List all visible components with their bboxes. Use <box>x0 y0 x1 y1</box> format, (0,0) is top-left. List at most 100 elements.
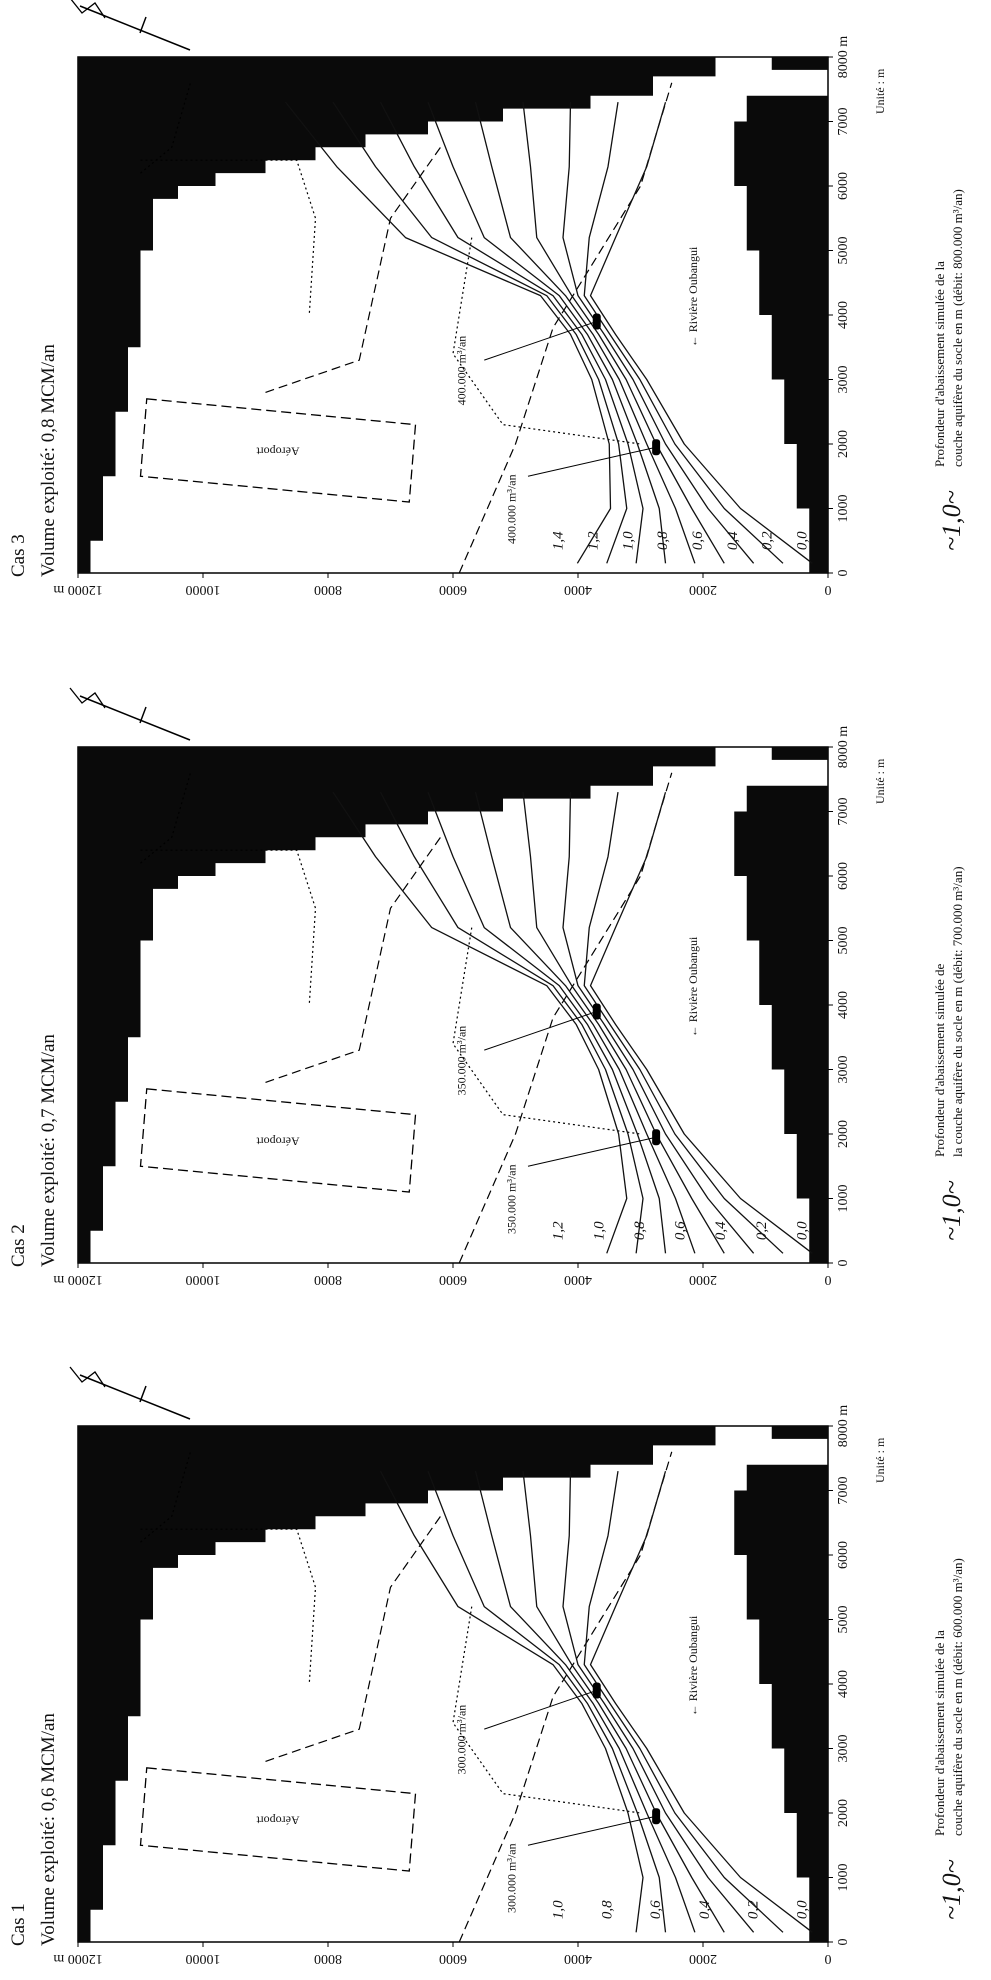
contour-line <box>379 101 644 564</box>
x-tick-label: 2000 <box>836 1120 851 1148</box>
well-marker <box>652 1808 661 1825</box>
contour-line <box>284 101 612 564</box>
y-tick-label: 2000 <box>689 1272 717 1287</box>
y-tick-label: 12000 m <box>53 582 103 597</box>
contour-line <box>589 1470 813 1933</box>
well-leader <box>527 446 657 477</box>
x-tick-label: 2000 <box>836 430 851 458</box>
legend-text: Profondeur d'abaissement simulée de <box>932 963 947 1157</box>
airport-label: Aéroport <box>256 1814 300 1828</box>
y-tick-label: 0 <box>825 582 832 597</box>
contour-label: 0,8 <box>655 531 671 550</box>
x-tick-label: 5000 <box>836 927 851 955</box>
well-label: 350.000 m³/an <box>505 1164 519 1234</box>
y-tick-label: 12000 m <box>53 1272 103 1287</box>
contour-label: 0,2 <box>760 531 776 550</box>
contour-line <box>379 1470 644 1933</box>
airport-label: Aéroport <box>256 1135 300 1149</box>
y-tick-label: 6000 <box>439 1272 467 1287</box>
legend-symbol: ~1,0~ <box>937 1859 966 1920</box>
north-arrow <box>79 5 191 51</box>
legend-symbol: ~1,0~ <box>937 1180 966 1241</box>
well-label: 300.000 m³/an <box>455 1705 469 1775</box>
contour-label: 0,6 <box>648 1900 664 1919</box>
well-leader <box>484 1010 597 1051</box>
contour-label: 1,2 <box>551 1221 567 1240</box>
contour-label: 1,0 <box>620 531 636 550</box>
y-tick-label: 4000 <box>564 582 592 597</box>
north-arrow-head <box>69 1366 106 1388</box>
y-tick-label: 10000 <box>186 1272 221 1287</box>
well-leader <box>484 320 597 361</box>
inactive-zone <box>78 1426 716 1942</box>
inactive-zone <box>771 747 828 760</box>
contour-line <box>427 1470 667 1933</box>
boundary-dotted <box>140 772 192 864</box>
x-tick-label: 3000 <box>836 1056 851 1084</box>
contour-label: 0,4 <box>697 1900 713 1919</box>
volume-title: Volume exploité: 0,6 MCM/an <box>38 1713 59 1946</box>
y-tick-label: 2000 <box>689 1951 717 1966</box>
contour-line <box>474 101 696 564</box>
contour-line <box>379 791 644 1254</box>
y-tick-label: 0 <box>825 1272 832 1287</box>
boundary-dotted <box>140 82 192 174</box>
river-label: ← Rivière Oubangui <box>686 936 700 1037</box>
x-tick-label: 7000 <box>836 798 851 826</box>
legend-text: Profondeur d'abaissement simulée de la <box>932 1630 947 1836</box>
y-tick-label: 10000 <box>186 1951 221 1966</box>
x-tick-label: 4000 <box>836 991 851 1019</box>
contour-line <box>583 1471 784 1933</box>
x-tick-label: 6000 <box>836 172 851 200</box>
contour-label: 1,0 <box>551 1900 567 1919</box>
contour-label: 0,8 <box>599 1900 615 1919</box>
unit-label: Unité : m <box>873 758 887 804</box>
boundary-dotted <box>140 159 317 316</box>
x-tick-label: 0 <box>836 570 851 577</box>
contour-line <box>332 791 628 1254</box>
contour-label: 0,0 <box>794 531 810 550</box>
north-arrow-tick <box>139 706 147 724</box>
y-tick-label: 4000 <box>564 1272 592 1287</box>
north-arrow-tick <box>139 16 147 34</box>
contour-label: 1,2 <box>586 531 602 550</box>
y-tick-label: 8000 <box>314 1272 342 1287</box>
north-arrow-head <box>69 687 106 709</box>
well-leader <box>484 1689 597 1730</box>
river-label: ← Rivière Oubangui <box>686 1615 700 1716</box>
contour-label: 0,4 <box>725 531 741 550</box>
legend-symbol: ~1,0~ <box>937 490 966 551</box>
boundary-dotted <box>452 237 641 445</box>
contour-line <box>474 791 696 1254</box>
x-tick-label: 8000 m <box>836 1405 851 1448</box>
boundary-dotted <box>452 1606 641 1814</box>
y-tick-label: 8000 <box>314 582 342 597</box>
contour-label: 0,8 <box>632 1221 648 1240</box>
inactive-zone <box>78 57 716 573</box>
inactive-zone <box>734 785 828 1263</box>
inactive-zone <box>771 1426 828 1439</box>
x-tick-label: 1000 <box>836 495 851 523</box>
x-tick-label: 3000 <box>836 366 851 394</box>
inactive-zone <box>734 1464 828 1942</box>
river-label: ← Rivière Oubangui <box>686 246 700 347</box>
legend-text: couche aquifère du socle en m (débit: 80… <box>950 189 965 467</box>
airport-outline <box>139 1767 417 1872</box>
inactive-zone <box>771 57 828 70</box>
well-label: 350.000 m³/an <box>455 1026 469 1096</box>
contour-label: 0,6 <box>673 1221 689 1240</box>
unit-label: Unité : m <box>873 1437 887 1483</box>
contour-label: 0,6 <box>690 531 706 550</box>
boundary-dashed <box>265 1515 441 1762</box>
volume-title: Volume exploité: 0,7 MCM/an <box>38 1034 59 1267</box>
map-panel: Aéroport 1,2 1,0 0,8 0,6 0,4 0,2 0,0 350.000 m³/… <box>8 687 966 1287</box>
airport-outline <box>139 398 417 503</box>
well-label: 400.000 m³/an <box>505 474 519 544</box>
boundary-dotted <box>140 1528 317 1685</box>
well-leader <box>527 1136 657 1167</box>
boundary-dashed <box>265 836 441 1083</box>
boundary-dotted <box>140 1451 192 1543</box>
y-tick-label: 12000 m <box>53 1951 103 1966</box>
well-label: 400.000 m³/an <box>455 336 469 406</box>
